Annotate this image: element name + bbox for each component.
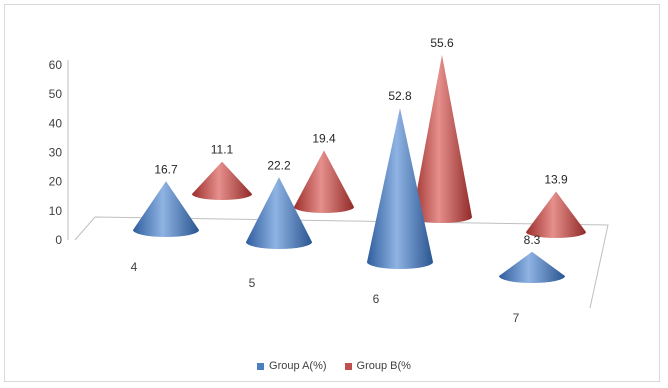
data-label: 8.3 [524,233,541,247]
cone-mark [294,150,354,213]
floor [74,216,609,309]
x-tick-label: 4 [131,260,138,274]
legend: Group A(%) Group B(% [0,358,668,374]
y-tick-label: 40 [49,116,63,130]
x-tick-label: 7 [513,311,520,325]
cone-mark [367,108,433,269]
legend-swatch-group-a [257,362,265,370]
x-tick-label: 5 [249,276,256,290]
legend-item-group-b: Group B(% [344,360,411,372]
data-label: 19.4 [312,131,336,145]
data-label: 13.9 [544,172,568,186]
cone-series-a [133,181,199,237]
cone-series-a [499,251,565,283]
legend-item-group-a: Group A(%) [257,360,327,372]
data-label: 11.1 [211,143,234,157]
y-tick-label: 50 [49,87,63,101]
cone-mark [246,177,312,249]
cone-series-b [526,191,586,238]
y-tick-label: 0 [55,233,62,247]
cone-mark [526,191,586,238]
legend-swatch-group-b [344,362,352,370]
cone-mark [192,161,252,200]
legend-label-group-a: Group A(%) [269,360,327,372]
cone-mark [133,181,199,237]
data-label: 22.2 [267,158,291,172]
data-label: 55.6 [430,36,454,50]
y-tick-label: 20 [49,175,63,189]
data-label: 16.7 [154,162,178,176]
x-tick-label: 6 [373,292,380,306]
chart-walls [67,60,609,309]
cone-series-b [294,150,354,213]
cone-mark [412,54,472,224]
cone-mark [499,251,565,283]
data-label: 52.8 [388,89,412,103]
y-tick-label: 10 [49,204,63,218]
cone-series-b [412,54,472,224]
y-tick-label: 30 [49,146,63,160]
cone-series-a [367,108,433,269]
y-tick-label: 60 [49,58,63,72]
legend-label-group-b: Group B(% [356,360,411,372]
cone-series-b [192,161,252,200]
cone-series-a [246,177,312,249]
